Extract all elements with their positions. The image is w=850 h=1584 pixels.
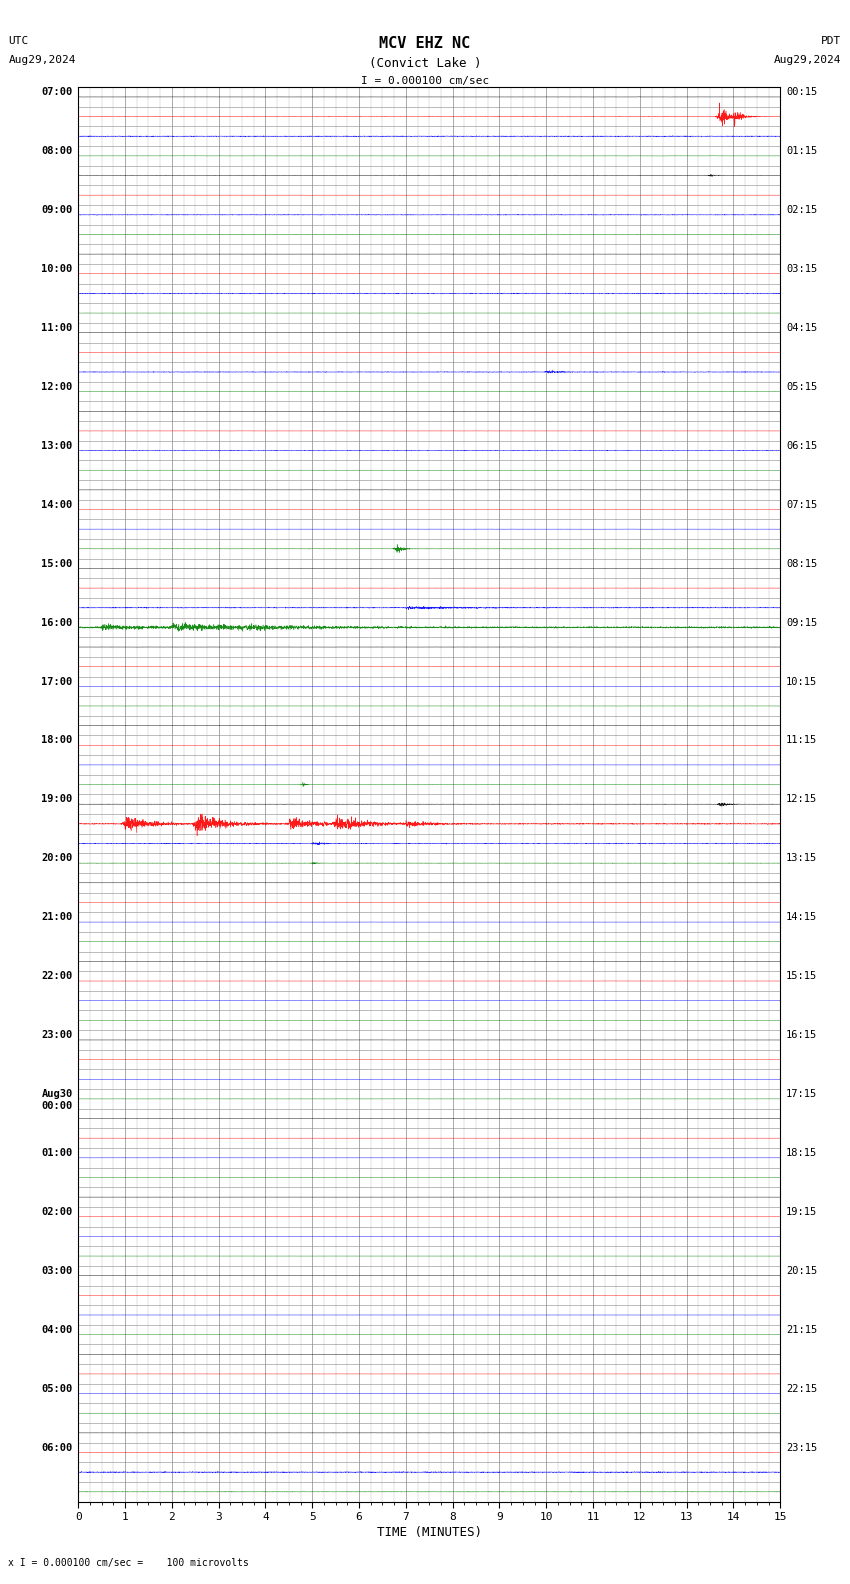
Text: 06:00: 06:00 — [42, 1443, 72, 1453]
Text: 10:15: 10:15 — [786, 676, 817, 686]
Text: 16:00: 16:00 — [42, 618, 72, 627]
Text: 18:00: 18:00 — [42, 735, 72, 746]
Text: 04:00: 04:00 — [42, 1324, 72, 1335]
Text: 01:15: 01:15 — [786, 146, 817, 157]
Text: x I = 0.000100 cm/sec =    100 microvolts: x I = 0.000100 cm/sec = 100 microvolts — [8, 1559, 249, 1568]
Text: 19:15: 19:15 — [786, 1207, 817, 1217]
Text: 12:15: 12:15 — [786, 795, 817, 805]
Text: 03:00: 03:00 — [42, 1266, 72, 1275]
Text: 22:15: 22:15 — [786, 1384, 817, 1394]
Text: 15:00: 15:00 — [42, 559, 72, 569]
Text: 22:00: 22:00 — [42, 971, 72, 980]
Text: 00:15: 00:15 — [786, 87, 817, 97]
Text: 08:15: 08:15 — [786, 559, 817, 569]
Text: 17:00: 17:00 — [42, 676, 72, 686]
Text: 20:00: 20:00 — [42, 854, 72, 863]
Text: 19:00: 19:00 — [42, 795, 72, 805]
Text: 07:15: 07:15 — [786, 499, 817, 510]
Text: 07:00: 07:00 — [42, 87, 72, 97]
Text: Aug29,2024: Aug29,2024 — [774, 55, 842, 65]
Text: 02:00: 02:00 — [42, 1207, 72, 1217]
Text: 12:00: 12:00 — [42, 382, 72, 391]
Text: 11:00: 11:00 — [42, 323, 72, 333]
Text: 01:00: 01:00 — [42, 1148, 72, 1158]
Text: 20:15: 20:15 — [786, 1266, 817, 1275]
Text: 14:00: 14:00 — [42, 499, 72, 510]
Text: 21:00: 21:00 — [42, 912, 72, 922]
X-axis label: TIME (MINUTES): TIME (MINUTES) — [377, 1527, 482, 1540]
Text: (Convict Lake ): (Convict Lake ) — [369, 57, 481, 70]
Text: 13:00: 13:00 — [42, 440, 72, 451]
Text: 09:00: 09:00 — [42, 204, 72, 215]
Text: 23:00: 23:00 — [42, 1030, 72, 1041]
Text: 02:15: 02:15 — [786, 204, 817, 215]
Text: Aug29,2024: Aug29,2024 — [8, 55, 76, 65]
Text: PDT: PDT — [821, 36, 842, 46]
Text: 09:15: 09:15 — [786, 618, 817, 627]
Text: 18:15: 18:15 — [786, 1148, 817, 1158]
Text: Aug30
00:00: Aug30 00:00 — [42, 1090, 72, 1110]
Text: UTC: UTC — [8, 36, 29, 46]
Text: MCV EHZ NC: MCV EHZ NC — [379, 36, 471, 51]
Text: 05:00: 05:00 — [42, 1384, 72, 1394]
Text: 13:15: 13:15 — [786, 854, 817, 863]
Text: 16:15: 16:15 — [786, 1030, 817, 1041]
Text: 05:15: 05:15 — [786, 382, 817, 391]
Text: 10:00: 10:00 — [42, 265, 72, 274]
Text: 06:15: 06:15 — [786, 440, 817, 451]
Text: 04:15: 04:15 — [786, 323, 817, 333]
Text: 14:15: 14:15 — [786, 912, 817, 922]
Text: 15:15: 15:15 — [786, 971, 817, 980]
Text: 03:15: 03:15 — [786, 265, 817, 274]
Text: 17:15: 17:15 — [786, 1090, 817, 1099]
Text: I = 0.000100 cm/sec: I = 0.000100 cm/sec — [361, 76, 489, 86]
Text: 23:15: 23:15 — [786, 1443, 817, 1453]
Text: 11:15: 11:15 — [786, 735, 817, 746]
Text: 21:15: 21:15 — [786, 1324, 817, 1335]
Text: 08:00: 08:00 — [42, 146, 72, 157]
